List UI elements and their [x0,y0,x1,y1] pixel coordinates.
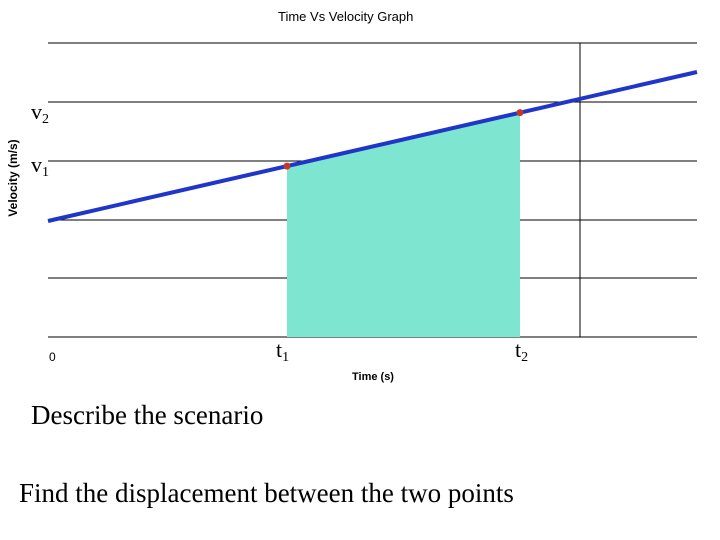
origin-label: 0 [49,350,56,364]
v2-marker: v2 [31,99,49,127]
caption-describe: Describe the scenario [31,400,264,430]
x-axis-label: Time (s) [352,371,394,383]
v1-marker: v1 [31,152,49,180]
t2-marker: t2 [515,337,529,365]
y-axis-label: Velocity (m/s) [6,139,20,217]
displacement-area [287,112,520,338]
point-2 [516,109,524,117]
point-1 [283,162,291,170]
velocity-line [47,70,698,223]
t1-marker: t1 [276,337,290,365]
chart-title: Time Vs Velocity Graph [278,9,414,24]
caption-displacement: Find the displacement between the two po… [19,478,514,508]
